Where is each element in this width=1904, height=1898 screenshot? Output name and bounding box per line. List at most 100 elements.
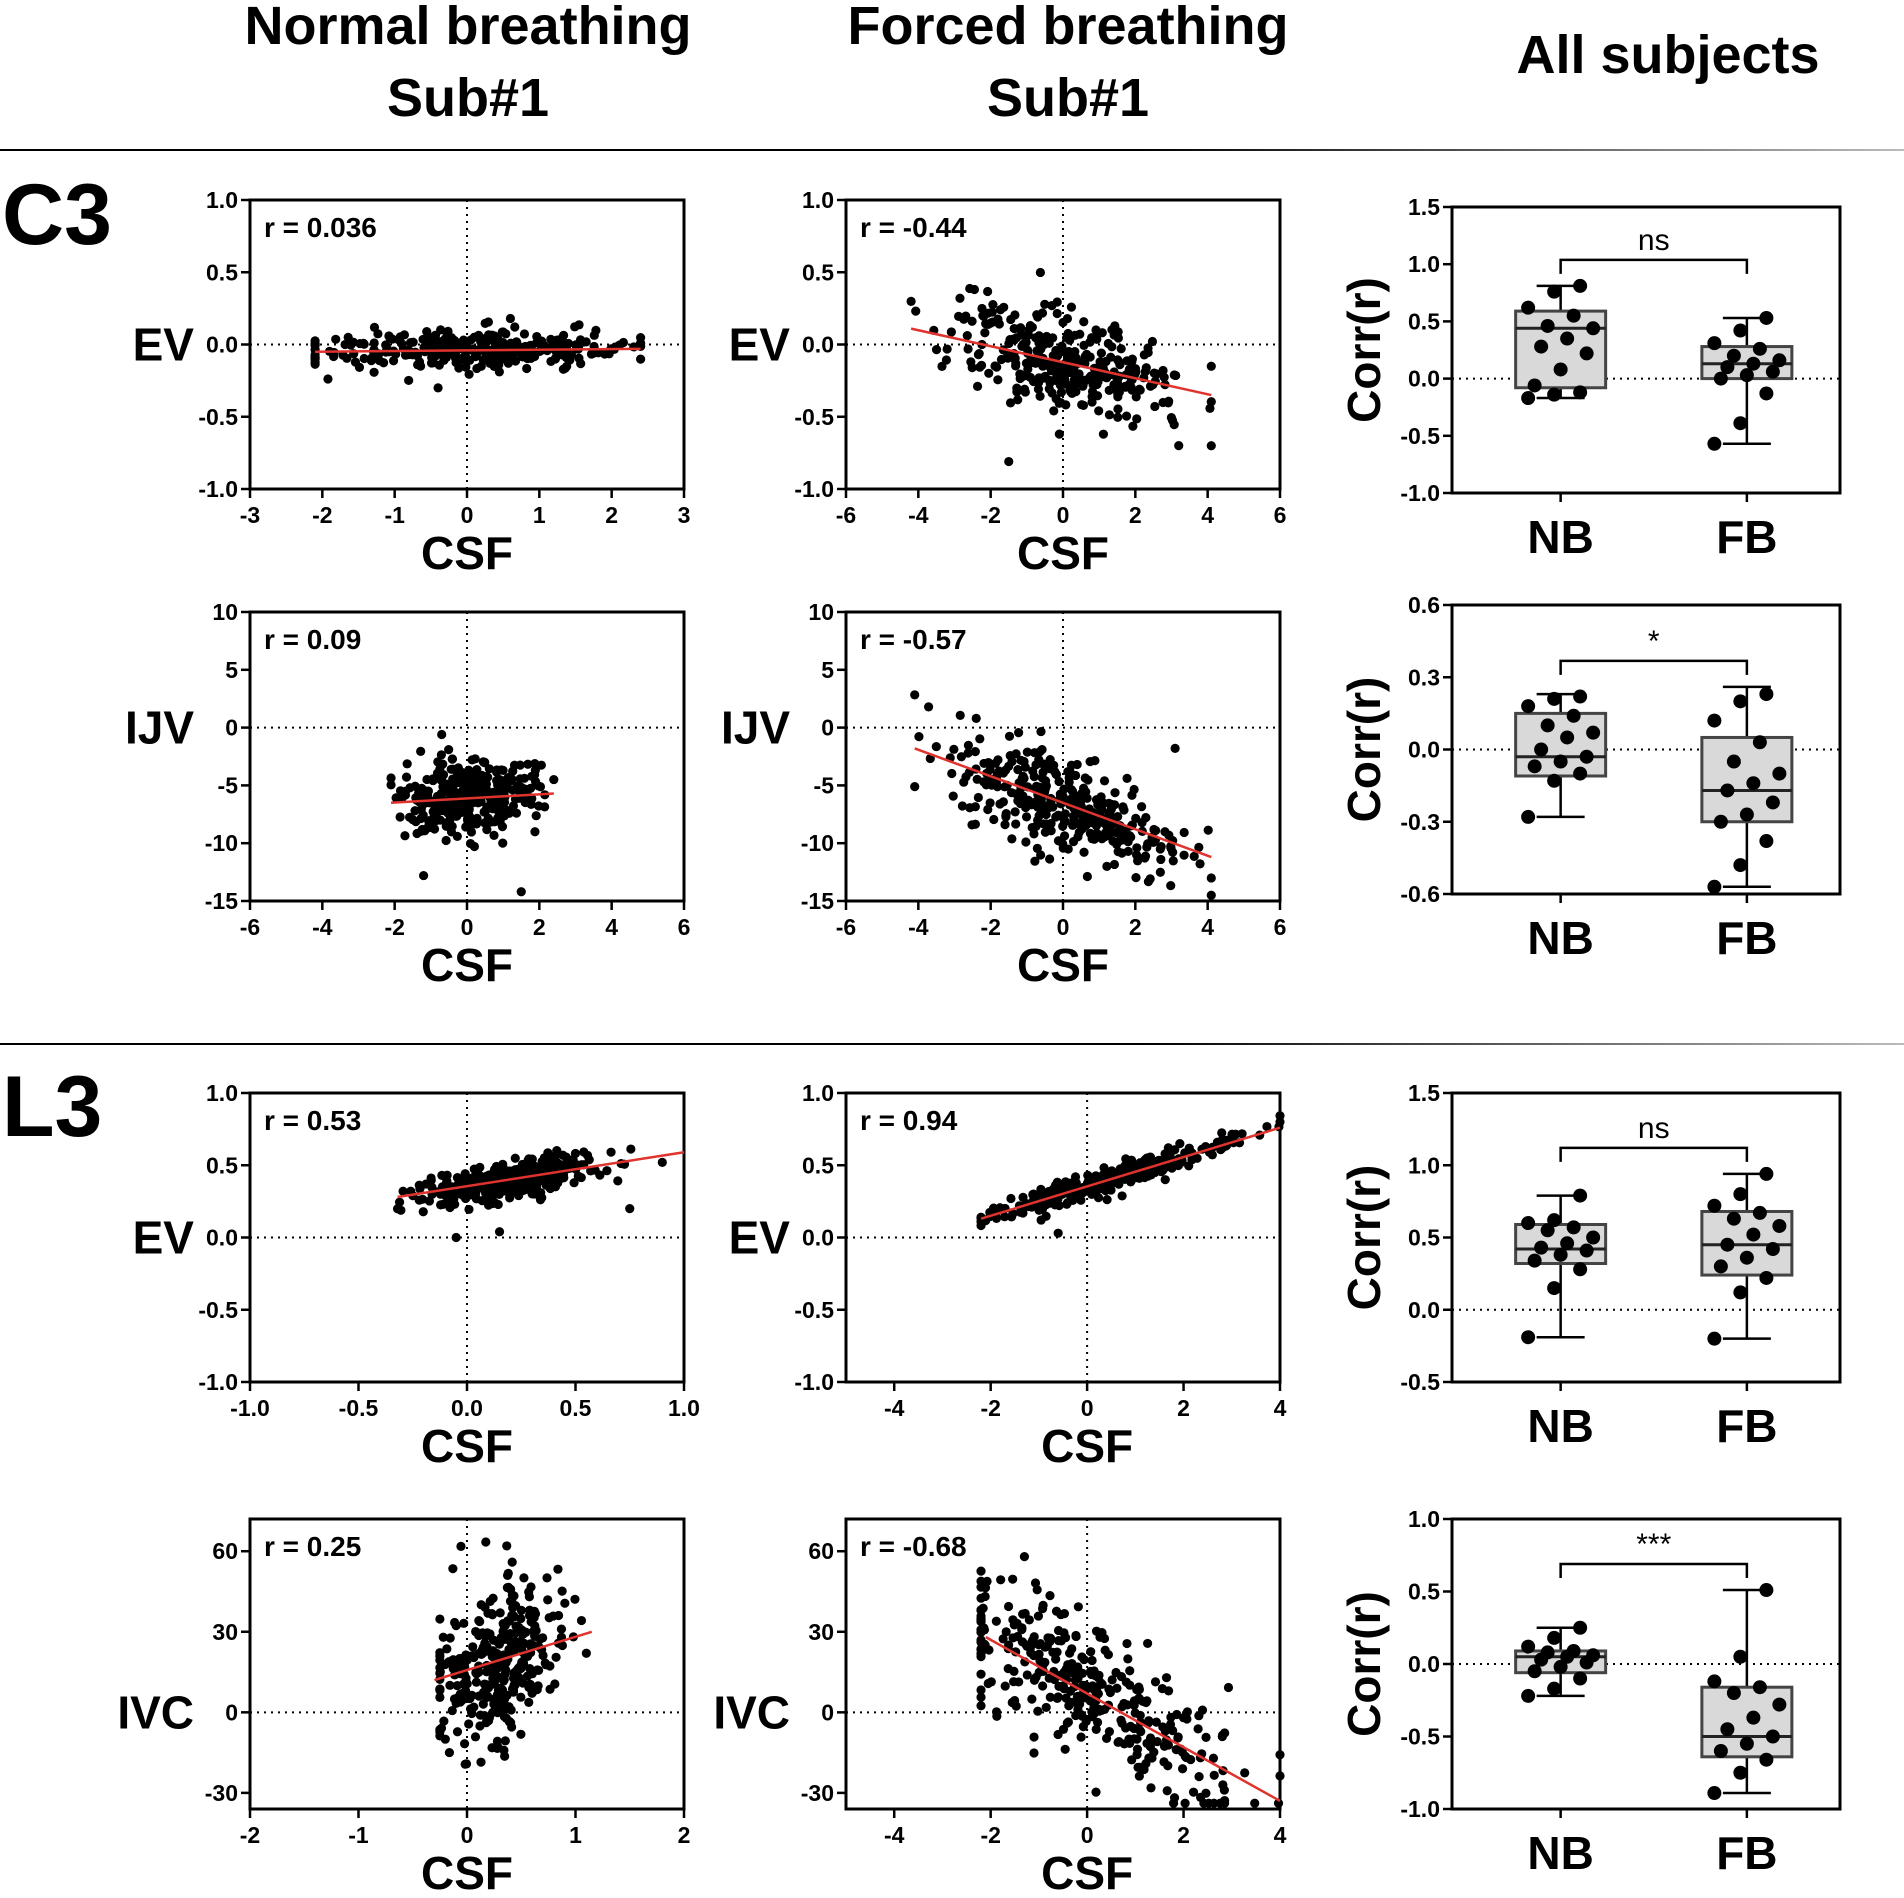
scatter-point bbox=[494, 775, 504, 785]
scatter-point bbox=[331, 334, 341, 344]
scatter-point bbox=[1044, 1673, 1054, 1683]
scatter-point bbox=[436, 750, 446, 760]
scatter-point bbox=[461, 1759, 472, 1769]
subject-point bbox=[1707, 1198, 1722, 1213]
scatter-point bbox=[1040, 299, 1050, 309]
scatter-point bbox=[1170, 743, 1180, 754]
chart-c3_ev_nb: -1.0 -0.5 0.0 0.5 1.0 EV -3 -2 -1 0 1 2 3 CSF r = 0.03… bbox=[133, 187, 691, 579]
subject-point bbox=[1547, 773, 1562, 788]
scatter-point bbox=[1169, 420, 1179, 430]
x-tick-label: -0.5 bbox=[339, 1395, 379, 1421]
scatter-point bbox=[1047, 388, 1057, 398]
scatter-point bbox=[1029, 1650, 1039, 1661]
scatter-point bbox=[470, 1732, 481, 1742]
scatter-point bbox=[1240, 1768, 1250, 1778]
scatter-point bbox=[488, 349, 498, 359]
scatter-point bbox=[1085, 337, 1095, 347]
scatter-point bbox=[1194, 1772, 1204, 1782]
scatter-point bbox=[1155, 867, 1165, 877]
subject-point bbox=[1733, 694, 1748, 709]
scatter-point bbox=[992, 362, 1002, 372]
scatter-point bbox=[428, 355, 438, 365]
subject-point bbox=[1759, 1752, 1774, 1767]
category-label: FB bbox=[1716, 1400, 1777, 1452]
scatter-point bbox=[1164, 396, 1174, 406]
scatter-point bbox=[397, 793, 407, 803]
subject-point bbox=[1521, 699, 1536, 714]
scatter-point bbox=[1004, 731, 1015, 741]
subject-point bbox=[1573, 385, 1588, 400]
y-tick-label: -30 bbox=[205, 1780, 238, 1806]
scatter-point bbox=[1092, 1682, 1102, 1692]
x-tick-label: -2 bbox=[312, 502, 332, 528]
scatter-point bbox=[1206, 441, 1216, 451]
scatter-point bbox=[1036, 726, 1046, 737]
scatter-point bbox=[1168, 1798, 1179, 1808]
scatter-point bbox=[971, 713, 981, 723]
section-label-l3: L3 bbox=[2, 1059, 102, 1155]
subject-point bbox=[1534, 1240, 1549, 1255]
scatter-point bbox=[1037, 1604, 1048, 1614]
subject-point bbox=[1720, 1722, 1735, 1737]
scatter-point bbox=[1022, 747, 1032, 757]
scatter-points bbox=[392, 1144, 667, 1243]
scatter-point bbox=[1109, 800, 1120, 810]
scatter-point bbox=[462, 821, 472, 831]
box-nb bbox=[1514, 1188, 1608, 1345]
scatter-point bbox=[1033, 1706, 1043, 1716]
scatter-point bbox=[963, 748, 973, 758]
scatter-point bbox=[1052, 308, 1062, 319]
header-normal-line1: Normal breathing bbox=[244, 0, 691, 56]
scatter-point bbox=[522, 363, 532, 374]
x-tick-label: -3 bbox=[240, 502, 260, 528]
scatter-point bbox=[435, 1684, 445, 1694]
x-tick-label: 3 bbox=[678, 502, 691, 528]
scatter-point bbox=[418, 1207, 428, 1217]
scatter-point bbox=[910, 690, 920, 700]
scatter-point bbox=[1206, 873, 1216, 883]
scatter-point bbox=[474, 787, 484, 797]
scatter-point bbox=[970, 747, 980, 757]
subject-point bbox=[1707, 713, 1722, 728]
scatter-point bbox=[931, 345, 942, 355]
scatter-point bbox=[1092, 828, 1102, 838]
scatter-point bbox=[1117, 1191, 1127, 1201]
scatter-point bbox=[1174, 441, 1184, 451]
scatter-point bbox=[1113, 412, 1123, 422]
y-axis-label: IJV bbox=[125, 702, 194, 754]
scatter-point bbox=[1086, 1666, 1096, 1676]
scatter-point bbox=[976, 1692, 986, 1702]
scatter-points bbox=[906, 267, 1216, 467]
x-tick-label: 0 bbox=[461, 1822, 474, 1848]
scatter-point bbox=[1111, 1667, 1121, 1678]
scatter-point bbox=[1170, 1145, 1180, 1155]
x-tick-label: -2 bbox=[980, 502, 1000, 528]
y-tick-label: 1.0 bbox=[1408, 1506, 1440, 1532]
scatter-point bbox=[438, 1632, 448, 1642]
scatter-point bbox=[1159, 1757, 1169, 1767]
x-tick-label: -4 bbox=[884, 1395, 905, 1421]
scatter-point bbox=[1175, 1139, 1185, 1149]
header-forced-line2: Sub#1 bbox=[987, 68, 1149, 128]
scatter-point bbox=[1212, 1137, 1222, 1147]
scatter-point bbox=[485, 1596, 495, 1607]
scatter-point bbox=[542, 1573, 552, 1583]
subject-point bbox=[1707, 336, 1722, 351]
scatter-point bbox=[439, 355, 449, 365]
scatter-point bbox=[1128, 421, 1138, 431]
scatter-point bbox=[505, 1596, 516, 1606]
x-tick-label: 2 bbox=[1129, 914, 1142, 940]
scatter-point bbox=[1133, 856, 1143, 866]
scatter-point bbox=[446, 764, 456, 774]
x-tick-label: 0.5 bbox=[560, 1395, 592, 1421]
scatter-point bbox=[1006, 1193, 1016, 1204]
scatter-point bbox=[1180, 1798, 1190, 1808]
y-axis-label: EV bbox=[133, 1212, 195, 1264]
correlation-label: r = 0.53 bbox=[264, 1105, 361, 1136]
scatter-point bbox=[1022, 1670, 1032, 1680]
y-axis-label: IVC bbox=[117, 1686, 194, 1738]
scatter-point bbox=[1083, 1170, 1093, 1180]
scatter-point bbox=[496, 340, 506, 350]
scatter-point bbox=[980, 328, 990, 338]
subject-point bbox=[1547, 1681, 1562, 1696]
